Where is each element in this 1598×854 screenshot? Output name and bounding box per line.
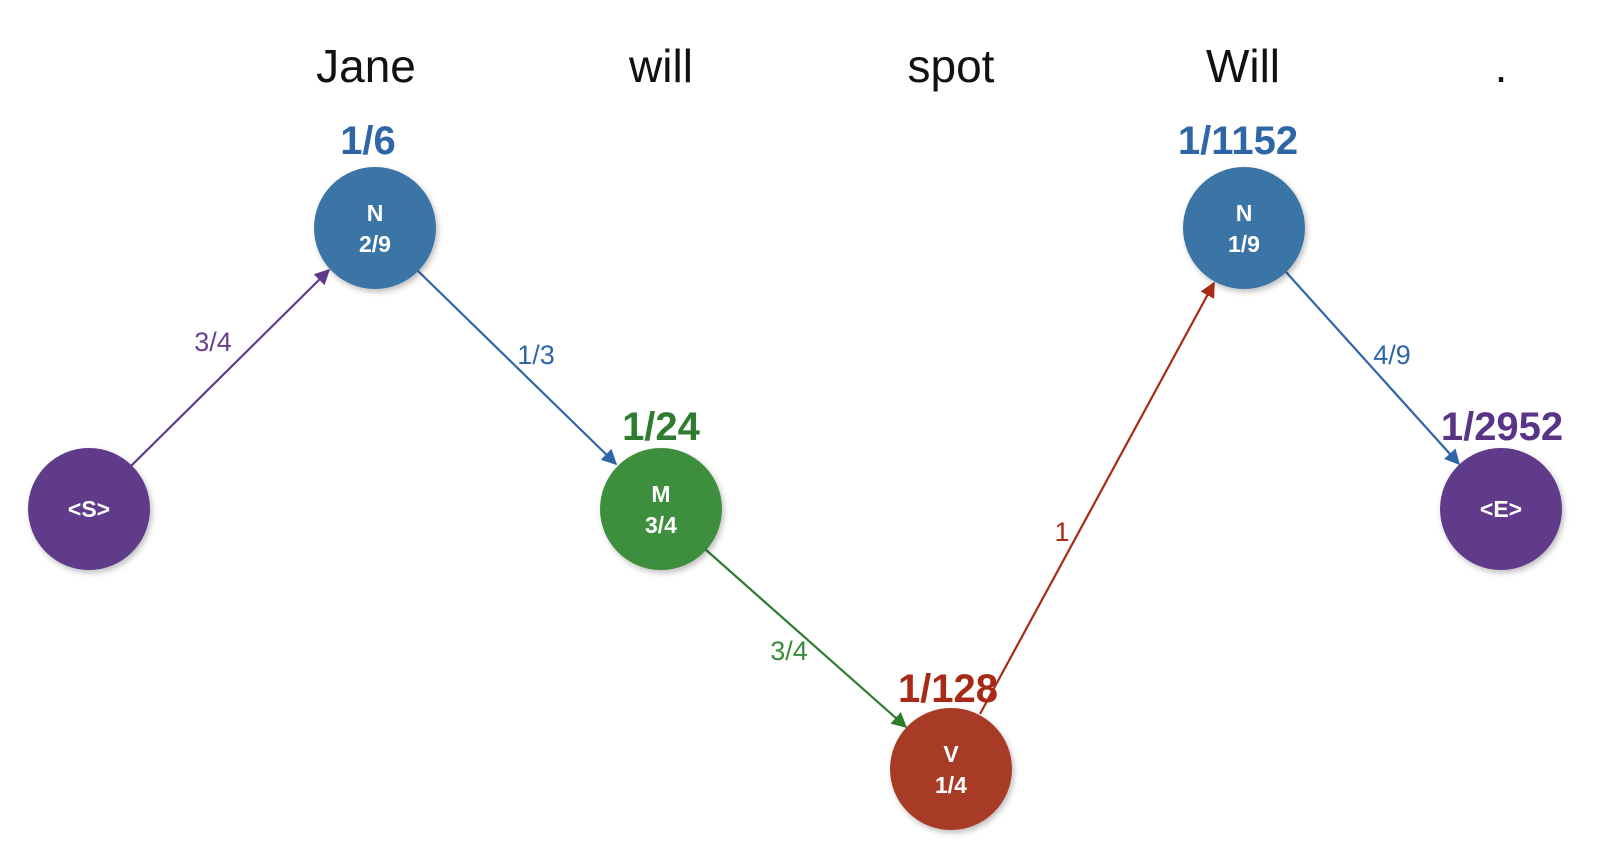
- edge-m-to-v: [704, 548, 908, 729]
- node-end: <E>: [1440, 448, 1562, 570]
- node-start: <S>: [28, 448, 150, 570]
- edge-n1-to-m: [416, 269, 618, 466]
- node-v: V 1/4: [890, 708, 1012, 830]
- score-v: 1/128: [898, 667, 998, 711]
- node-m-emission: 3/4: [645, 512, 677, 538]
- score-n2: 1/1152: [1178, 119, 1298, 163]
- word-jane: Jane: [316, 40, 416, 92]
- node-end-tag: <E>: [1480, 496, 1522, 522]
- node-n1-tag: N: [367, 200, 384, 226]
- node-m-tag: M: [651, 481, 670, 507]
- score-end: 1/2952: [1441, 405, 1563, 449]
- edge-label-n2-end: 4/9: [1373, 340, 1411, 370]
- word-will-lower: will: [628, 40, 693, 92]
- node-n2-emission: 1/9: [1228, 231, 1260, 257]
- edge-label-v-n2: 1: [1054, 517, 1069, 547]
- edges: [130, 268, 1461, 729]
- edge-label-m-v: 3/4: [770, 636, 808, 666]
- edge-label-n1-m: 1/3: [517, 340, 555, 370]
- node-n1: N 2/9: [314, 167, 436, 289]
- node-v-emission: 1/4: [935, 772, 967, 798]
- edge-n2-to-end: [1285, 271, 1461, 466]
- edge-start-to-n1: [130, 268, 331, 467]
- path-scores: 1/6 1/24 1/128 1/1152 1/2952: [340, 119, 1563, 711]
- word-spot: spot: [908, 40, 995, 92]
- node-v-tag: V: [943, 741, 959, 767]
- sentence-words: Jane will spot Will .: [316, 40, 1507, 92]
- word-period: .: [1495, 40, 1508, 92]
- node-n2: N 1/9: [1183, 167, 1305, 289]
- edge-v-to-n2: [979, 281, 1215, 715]
- edge-label-start-n1: 3/4: [194, 327, 232, 357]
- node-n2-tag: N: [1236, 200, 1253, 226]
- score-m: 1/24: [622, 405, 701, 449]
- edge-labels: 3/4 1/3 3/4 1 4/9: [194, 327, 1411, 666]
- node-start-tag: <S>: [68, 496, 110, 522]
- word-will-upper: Will: [1206, 40, 1280, 92]
- score-n1: 1/6: [340, 119, 396, 163]
- node-n1-emission: 2/9: [359, 231, 391, 257]
- node-m: M 3/4: [600, 448, 722, 570]
